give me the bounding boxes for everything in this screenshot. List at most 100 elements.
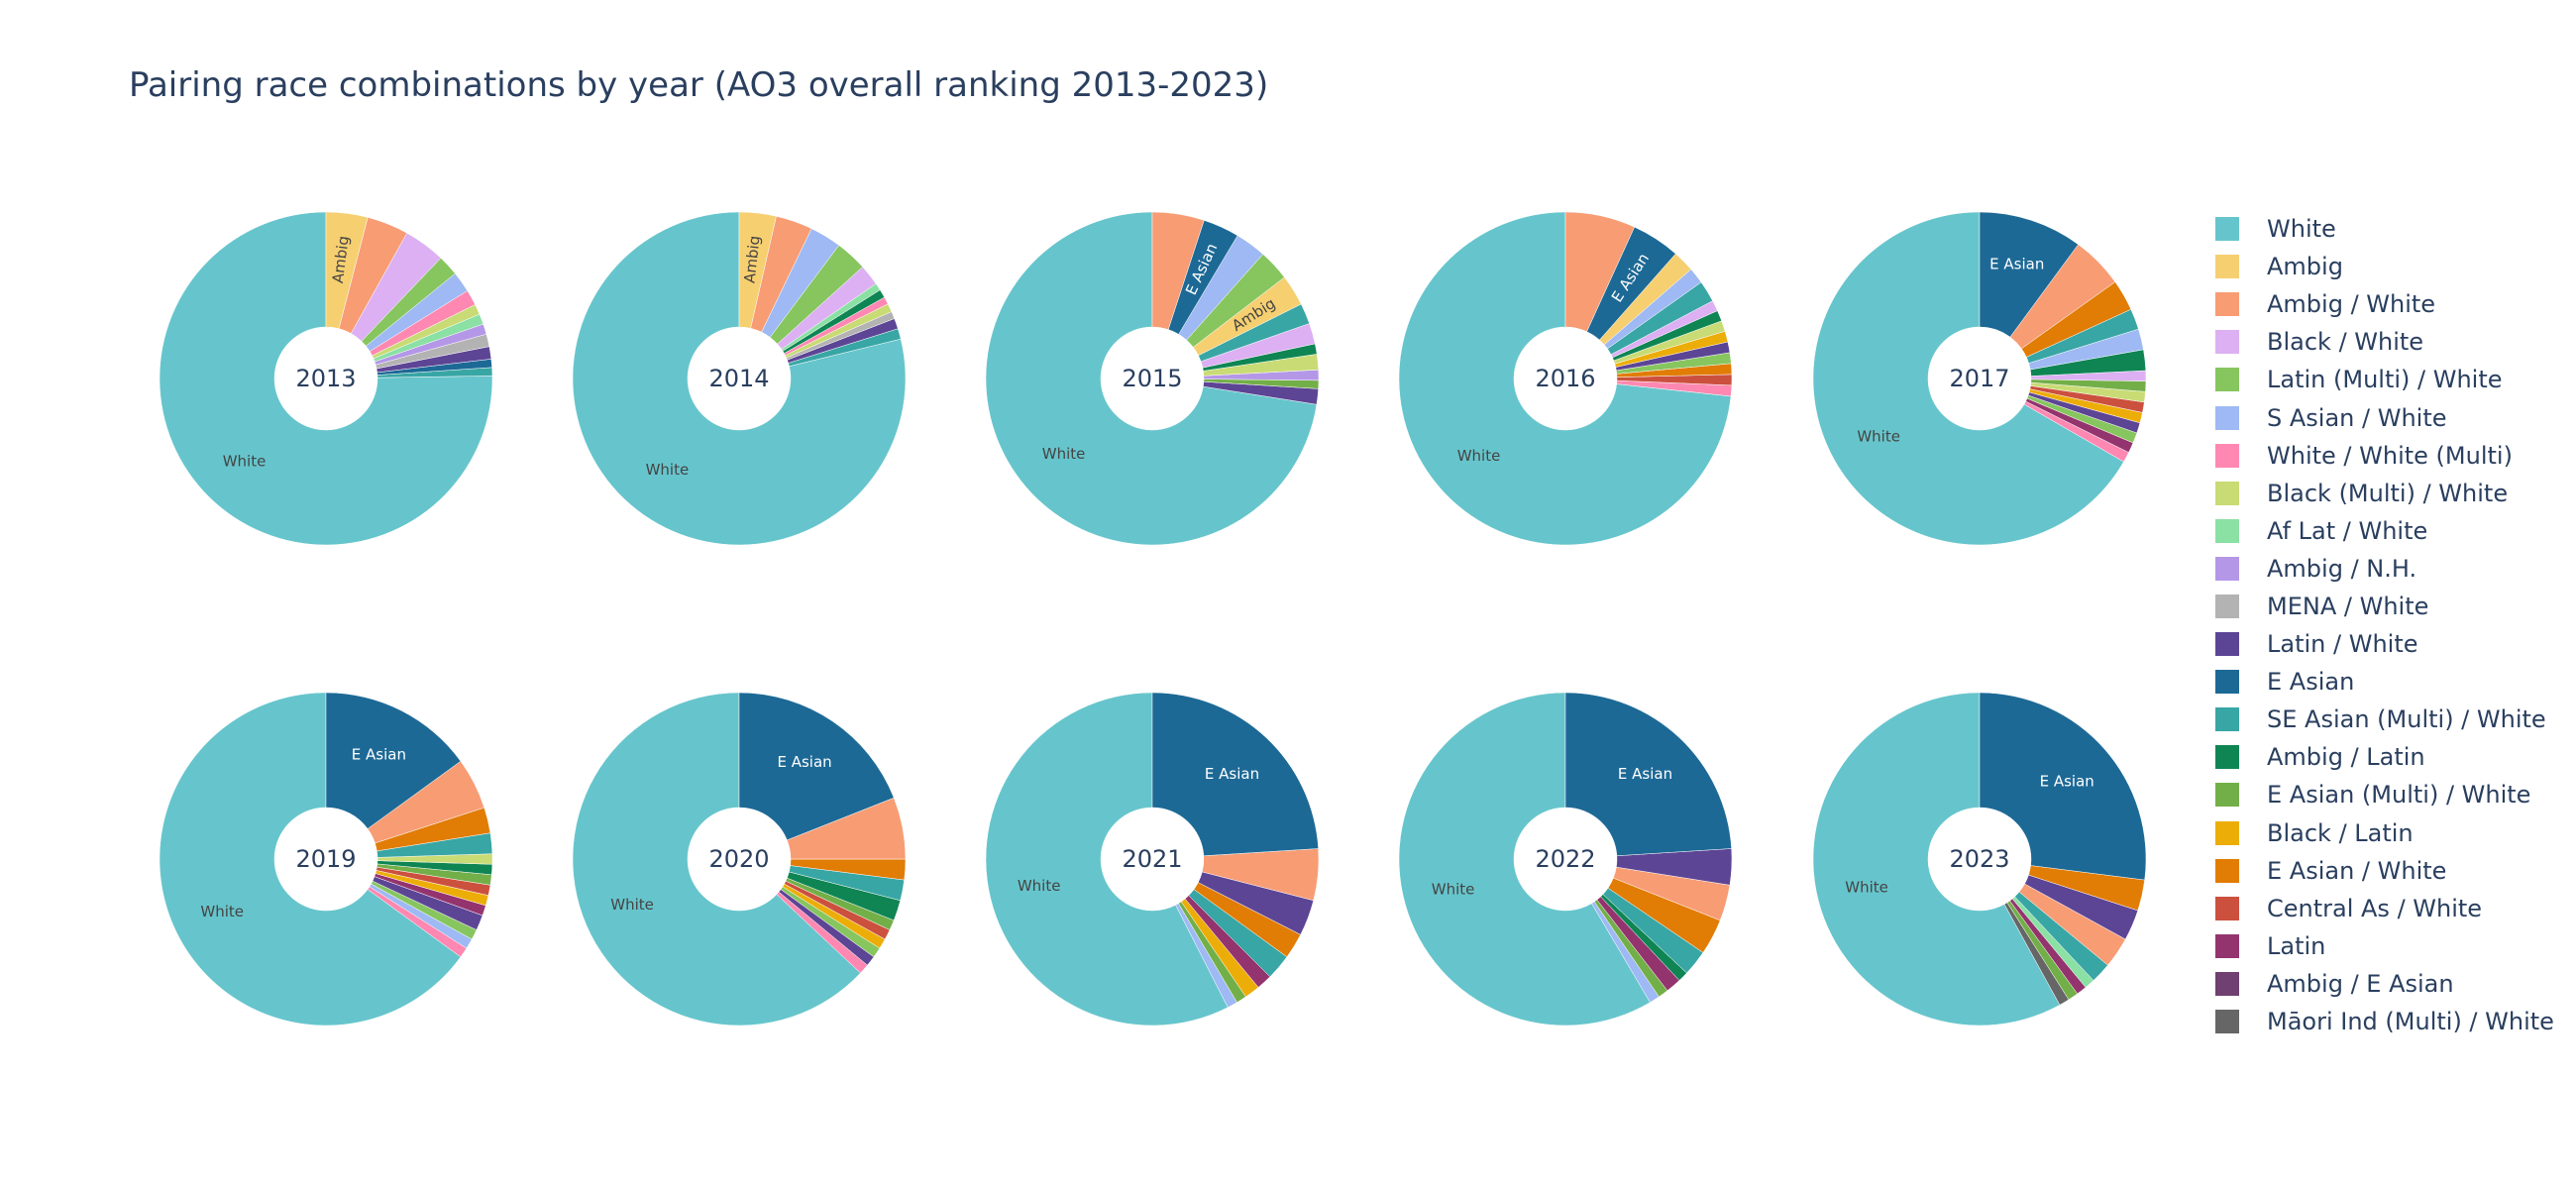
slice-2019-white-white-multi[interactable]: [367, 886, 468, 958]
slice-2023-latin-white[interactable]: [2024, 874, 2139, 940]
legend-item-maori-ind-multi-white[interactable]: Māori Ind (Multi) / White: [2215, 1003, 2572, 1040]
slice-2019-ambig-latin[interactable]: [376, 860, 493, 876]
slice-2014-ambig-white[interactable]: [750, 215, 812, 333]
slice-2013-white[interactable]: [159, 211, 493, 546]
slice-2017-se-asian-multi-white[interactable]: [2025, 308, 2139, 364]
slice-2015-e-asian[interactable]: [1167, 220, 1238, 335]
legend-item-e-asian-white[interactable]: E Asian / White: [2215, 852, 2572, 890]
legend-item-ambig-latin[interactable]: Ambig / Latin: [2215, 738, 2572, 776]
slice-2017-s-asian-white[interactable]: [2028, 328, 2144, 371]
slice-2013-ambig-n-h[interactable]: [374, 323, 487, 366]
slice-2014-black-white[interactable]: [777, 267, 877, 350]
slice-2019-black-multi-white[interactable]: [376, 853, 493, 865]
slice-2021-e-asian-white[interactable]: [1193, 882, 1302, 958]
legend-item-ambig-e-asian[interactable]: Ambig / E Asian: [2215, 965, 2572, 1003]
slice-2021-ambig-white[interactable]: [1202, 848, 1320, 902]
legend-item-latin-white[interactable]: Latin / White: [2215, 625, 2572, 663]
legend-item-s-asian-white[interactable]: S Asian / White: [2215, 398, 2572, 436]
slice-2013-s-asian-white[interactable]: [366, 272, 469, 352]
legend-item-black-latin[interactable]: Black / Latin: [2215, 814, 2572, 852]
legend-item-ambig-n-h[interactable]: Ambig / N.H.: [2215, 550, 2572, 588]
slice-2017-e-asian-multi-white[interactable]: [2030, 378, 2147, 392]
slice-2016-central-as-white[interactable]: [1616, 374, 1733, 386]
slice-2016-ambig-white[interactable]: [1564, 211, 1636, 333]
slice-2016-black-white[interactable]: [1610, 300, 1718, 359]
slice-2022-ambig-latin[interactable]: [1600, 894, 1687, 981]
slice-2020-central-as-white[interactable]: [784, 880, 891, 940]
slice-2014-se-asian-multi-white[interactable]: [788, 328, 902, 367]
legend-item-central-as-white[interactable]: Central As / White: [2215, 890, 2572, 927]
legend-item-white[interactable]: White: [2215, 210, 2572, 248]
slice-2017-latin-white[interactable]: [2027, 391, 2141, 434]
slice-2021-se-asian-multi-white[interactable]: [1188, 889, 1288, 978]
slice-2017-central-as-white[interactable]: [2029, 385, 2145, 413]
slice-2020-latin-white[interactable]: [778, 889, 875, 966]
slice-2021-black-latin[interactable]: [1180, 898, 1259, 998]
slice-2020-e-asian-white[interactable]: [790, 858, 907, 881]
slice-2019-e-asian-white[interactable]: [375, 807, 491, 852]
legend-item-se-asian-multi-white[interactable]: SE Asian (Multi) / White: [2215, 701, 2572, 738]
slice-2021-s-asian-white[interactable]: [1175, 903, 1237, 1009]
slice-2015-s-asian-white[interactable]: [1178, 235, 1264, 341]
slice-2020-white[interactable]: [572, 692, 861, 1027]
slice-2019-white[interactable]: [159, 692, 462, 1027]
slice-2021-white[interactable]: [985, 692, 1229, 1027]
slice-2019-e-asian-multi-white[interactable]: [376, 863, 492, 886]
slice-2013-black-multi-white[interactable]: [372, 304, 481, 360]
slice-2017-white[interactable]: [1812, 211, 2124, 546]
slice-2021-latin[interactable]: [1184, 895, 1271, 988]
slice-2016-e-asian-white[interactable]: [1616, 363, 1733, 378]
slice-2016-ambig-latin[interactable]: [1612, 310, 1722, 362]
slice-2015-ambig-latin[interactable]: [1202, 343, 1318, 372]
slice-2022-white[interactable]: [1398, 692, 1651, 1027]
slice-2023-e-asian-white[interactable]: [2028, 865, 2145, 912]
slice-2017-ambig-latin[interactable]: [2029, 349, 2147, 377]
slice-2022-latin[interactable]: [1596, 896, 1680, 992]
slice-2020-se-asian-multi-white[interactable]: [789, 865, 905, 902]
legend-item-black-multi-white[interactable]: Black (Multi) / White: [2215, 475, 2572, 512]
slice-2017-black-multi-white[interactable]: [2030, 381, 2146, 403]
slice-2017-black-latin[interactable]: [2028, 388, 2143, 424]
slice-2022-e-asian-white[interactable]: [1607, 877, 1721, 953]
slice-2016-black-latin[interactable]: [1614, 330, 1729, 368]
slice-2022-se-asian-multi-white[interactable]: [1602, 887, 1704, 974]
slice-2016-s-asian-white[interactable]: [1603, 269, 1702, 350]
slice-2013-mena-white[interactable]: [375, 333, 490, 370]
slice-2016-e-asian[interactable]: [1586, 226, 1676, 341]
slice-2015-ambig[interactable]: [1192, 276, 1302, 357]
slice-2013-latin-multi-white[interactable]: [361, 258, 456, 347]
slice-2019-se-asian-multi-white[interactable]: [376, 832, 493, 858]
slice-2015-black-white[interactable]: [1200, 323, 1316, 369]
slice-2016-latin-white[interactable]: [1615, 341, 1731, 372]
slice-2019-s-asian-white[interactable]: [369, 883, 473, 949]
slice-2015-latin-multi-white[interactable]: [1186, 254, 1285, 348]
slice-2020-black-latin[interactable]: [782, 883, 886, 949]
legend-item-af-lat-white[interactable]: Af Lat / White: [2215, 512, 2572, 550]
slice-2017-white-white-multi[interactable]: [2023, 400, 2129, 463]
slice-2013-af-lat-white[interactable]: [373, 313, 484, 363]
legend-item-white-white-multi[interactable]: White / White (Multi): [2215, 437, 2572, 475]
slice-2014-latin-white[interactable]: [787, 318, 899, 364]
slice-2015-latin-white[interactable]: [1203, 380, 1319, 405]
slice-2016-white[interactable]: [1398, 211, 1732, 546]
slice-2022-latin-white[interactable]: [1616, 848, 1733, 886]
slice-2013-ambig-white[interactable]: [338, 217, 408, 334]
slice-2016-white-white-multi[interactable]: [1616, 379, 1733, 397]
slice-2014-latin-multi-white[interactable]: [769, 245, 864, 345]
slice-2023-se-asian-multi-white[interactable]: [2014, 891, 2108, 981]
slice-2023-ambig-white[interactable]: [2018, 883, 2126, 966]
slice-2020-latin-multi-white[interactable]: [780, 886, 881, 958]
slice-2017-e-asian[interactable]: [1979, 211, 2079, 338]
slice-2014-white[interactable]: [572, 211, 907, 546]
slice-2019-central-as-white[interactable]: [376, 866, 491, 896]
slice-2023-e-asian[interactable]: [1979, 692, 2147, 881]
legend-item-e-asian[interactable]: E Asian: [2215, 663, 2572, 701]
slice-2023-e-asian-multi-white[interactable]: [2006, 900, 2079, 1001]
slice-2015-ambig-n-h[interactable]: [1203, 369, 1320, 381]
legend-item-e-asian-multi-white[interactable]: E Asian (Multi) / White: [2215, 776, 2572, 813]
slice-2016-black-multi-white[interactable]: [1613, 320, 1726, 365]
slice-2019-latin-white[interactable]: [372, 876, 483, 930]
legend-item-latin[interactable]: Latin: [2215, 927, 2572, 965]
slice-2022-s-asian-white[interactable]: [1591, 901, 1660, 1003]
slice-2016-se-asian-multi-white[interactable]: [1607, 281, 1713, 356]
